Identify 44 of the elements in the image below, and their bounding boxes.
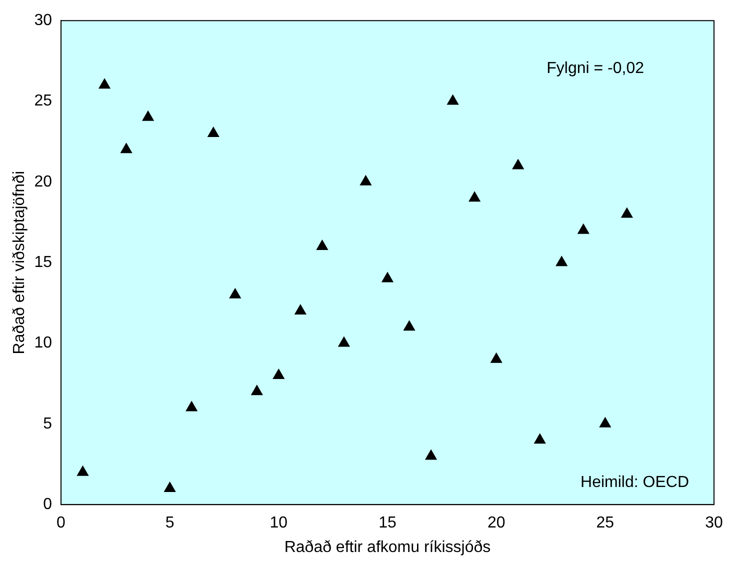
y-tick-label: 20	[34, 173, 52, 190]
point	[534, 433, 546, 444]
x-tick-label: 15	[378, 514, 396, 532]
point	[468, 191, 481, 202]
point	[556, 256, 568, 266]
point	[403, 320, 416, 331]
point	[446, 94, 459, 105]
x-tick-label: 25	[596, 514, 614, 532]
x-tick-label: 20	[487, 514, 506, 532]
annotation: Fylgni = -0,02	[546, 60, 644, 78]
x-tick-label: 10	[270, 514, 288, 532]
point	[316, 239, 328, 250]
y-tick-label: 5	[43, 415, 52, 432]
point	[229, 288, 242, 298]
point	[186, 400, 198, 412]
y-tick-label: 10	[34, 334, 52, 352]
x-tick-label: 5	[165, 514, 174, 532]
point	[120, 142, 132, 154]
point	[250, 384, 263, 396]
y-tick-label: 30	[34, 12, 52, 30]
y-tick-label: 15	[34, 254, 52, 272]
point	[490, 352, 502, 363]
x-tick-label: 30	[705, 514, 723, 532]
y-tick-label: 25	[34, 92, 52, 110]
point	[76, 465, 89, 476]
y-axis-title: Raðað eftir viðskiptajöfnði	[11, 170, 28, 354]
point	[142, 110, 154, 121]
point	[599, 416, 612, 428]
point	[272, 368, 285, 380]
point	[381, 272, 394, 282]
point	[294, 304, 306, 314]
point	[98, 78, 111, 89]
point	[577, 223, 590, 234]
y-tick-label: 0	[43, 496, 52, 514]
x-tick-label: 0	[56, 514, 66, 532]
point	[207, 126, 220, 138]
point	[360, 174, 372, 186]
point	[338, 336, 350, 347]
annotation: Heimild: OECD	[580, 474, 689, 492]
point	[620, 207, 633, 218]
x-axis-title: Raðað eftir afkomu ríkissjóðs	[284, 538, 491, 556]
point	[164, 481, 176, 492]
point	[512, 158, 524, 170]
point	[424, 449, 438, 460]
